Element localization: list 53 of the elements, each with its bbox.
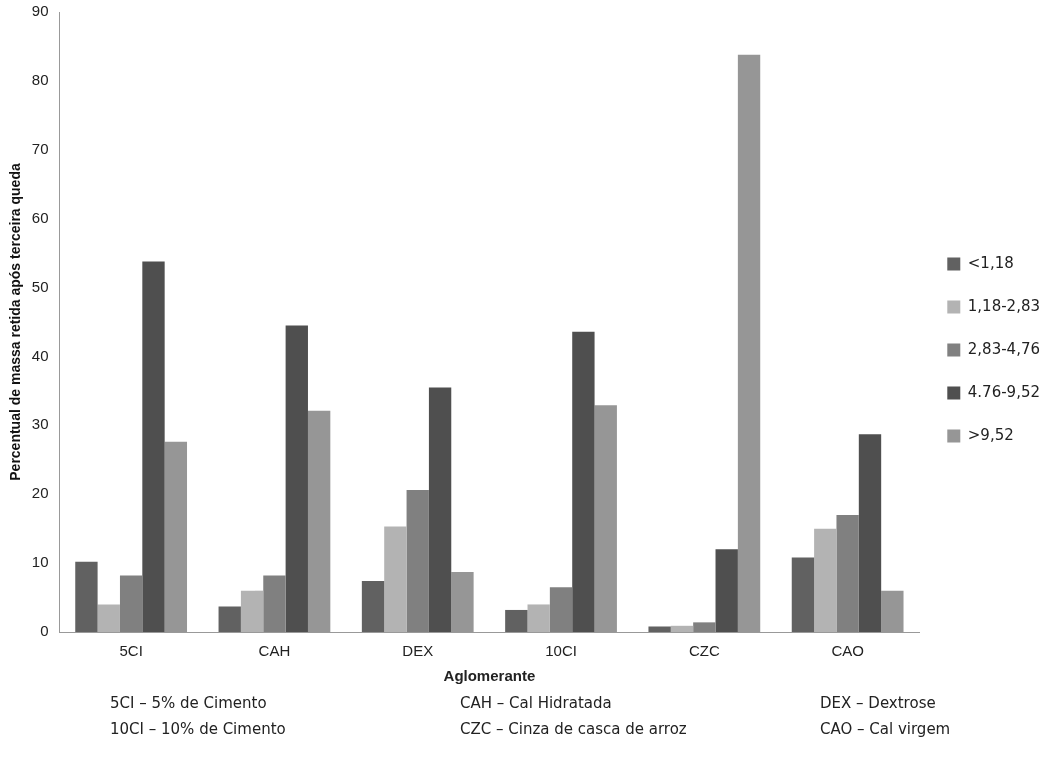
bar [670, 625, 694, 632]
bar [142, 261, 165, 632]
bar [814, 528, 837, 632]
y-tick-label: 30 [31, 415, 49, 433]
text: CAH – Cal Hidratada [460, 694, 613, 712]
text: DEX – Dextrose [820, 694, 937, 712]
bar [693, 622, 716, 632]
bar [285, 325, 308, 632]
bar [858, 434, 882, 632]
bar [527, 604, 550, 632]
y-tick-label: 50 [31, 277, 49, 295]
legend-label: <1,18 [967, 253, 1014, 272]
bar [572, 331, 595, 632]
text: 10CI – 10% de Cimento [110, 720, 287, 738]
y-tick-label: 10 [31, 553, 49, 571]
y-tick-label: 80 [31, 71, 49, 89]
bar [428, 387, 452, 632]
x-tick-label: 10CI [545, 642, 577, 660]
bar [406, 490, 429, 632]
y-tick-label: 20 [31, 484, 49, 502]
y-tick-label: 70 [31, 139, 49, 157]
bar [361, 581, 385, 632]
x-tick-label: CAH [258, 642, 291, 660]
y-tick-label: 60 [31, 208, 49, 226]
bar [263, 575, 286, 632]
legend-label: 1,18-2,83 [967, 296, 1041, 315]
bar [119, 575, 143, 632]
bar [715, 549, 738, 632]
x-tick-label: CZC [688, 642, 720, 660]
x-tick-label: 5CI [119, 642, 143, 660]
text: CZC – Cinza de casca de arroz [460, 720, 688, 738]
bar [836, 514, 859, 632]
bar [549, 587, 573, 632]
legend-label: 4.76-9,52 [967, 382, 1041, 401]
y-axis-title: Percentual de massa retida após terceira queda [7, 163, 24, 481]
text: CAO – Cal virgem [820, 720, 952, 738]
bar [791, 557, 815, 632]
bar [240, 590, 264, 632]
x-tick-label: DEX [402, 642, 434, 660]
x-tick-label: CAO [831, 642, 864, 660]
bar [384, 526, 407, 632]
bar [97, 604, 120, 632]
x-axis-title: Aglomerante [443, 667, 536, 685]
y-tick-label: 0 [40, 622, 49, 640]
legend-label: >9,52 [967, 425, 1014, 444]
y-tick-label: 40 [31, 346, 49, 364]
bar [648, 626, 671, 632]
text: 5CI – 5% de Cimento [110, 694, 268, 712]
legend-label: 2,83-4,76 [967, 339, 1041, 358]
bar [218, 606, 241, 632]
y-tick-label: 90 [31, 2, 49, 20]
bar [75, 561, 98, 632]
bar [505, 609, 528, 632]
